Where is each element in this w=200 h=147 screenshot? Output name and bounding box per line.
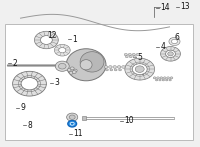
Circle shape: [135, 66, 144, 72]
Circle shape: [161, 47, 180, 61]
Circle shape: [70, 122, 74, 125]
Text: 11: 11: [73, 129, 82, 138]
Circle shape: [114, 69, 117, 71]
Circle shape: [54, 44, 70, 56]
Circle shape: [73, 69, 77, 72]
Text: 12: 12: [47, 31, 57, 40]
Circle shape: [13, 71, 46, 96]
Circle shape: [125, 56, 128, 58]
Ellipse shape: [66, 49, 106, 81]
Circle shape: [113, 66, 116, 68]
Circle shape: [166, 50, 175, 57]
Text: 8: 8: [27, 121, 32, 130]
Circle shape: [43, 38, 50, 42]
Text: 10: 10: [125, 116, 134, 125]
Circle shape: [110, 69, 113, 71]
Circle shape: [129, 56, 132, 58]
Circle shape: [106, 69, 108, 71]
Circle shape: [132, 64, 147, 75]
Circle shape: [125, 58, 155, 80]
Circle shape: [166, 79, 168, 81]
Circle shape: [159, 79, 161, 81]
Bar: [5, 24, 193, 141]
Text: 13: 13: [180, 2, 190, 11]
Circle shape: [67, 113, 78, 121]
Text: 5: 5: [138, 53, 142, 62]
Circle shape: [24, 80, 35, 87]
Circle shape: [128, 53, 131, 56]
Circle shape: [133, 56, 136, 58]
Circle shape: [109, 66, 112, 68]
Text: 4: 4: [160, 42, 165, 51]
Circle shape: [70, 67, 74, 70]
Circle shape: [68, 121, 77, 127]
Circle shape: [59, 48, 66, 53]
Text: 7: 7: [141, 67, 145, 77]
Circle shape: [34, 31, 58, 49]
Circle shape: [155, 79, 158, 81]
Text: 9: 9: [20, 103, 25, 112]
Circle shape: [168, 52, 173, 56]
Circle shape: [157, 77, 159, 79]
Circle shape: [124, 53, 127, 56]
Ellipse shape: [80, 52, 104, 72]
Circle shape: [67, 68, 71, 71]
Text: 2: 2: [12, 59, 17, 68]
Text: 1: 1: [72, 35, 77, 44]
Ellipse shape: [80, 60, 92, 70]
Circle shape: [104, 66, 108, 68]
Circle shape: [21, 77, 38, 90]
Circle shape: [170, 77, 173, 79]
Circle shape: [69, 115, 75, 119]
Circle shape: [132, 53, 135, 56]
Text: 14: 14: [160, 4, 170, 12]
Circle shape: [119, 69, 121, 71]
Circle shape: [172, 39, 177, 44]
Circle shape: [162, 79, 165, 81]
Circle shape: [122, 66, 125, 68]
Circle shape: [153, 77, 156, 79]
Circle shape: [69, 71, 73, 74]
Circle shape: [72, 71, 76, 74]
Circle shape: [169, 37, 180, 46]
Circle shape: [117, 66, 121, 68]
Circle shape: [136, 53, 139, 56]
Circle shape: [167, 77, 170, 79]
Circle shape: [160, 77, 163, 79]
Text: 3: 3: [54, 78, 59, 87]
Circle shape: [55, 61, 69, 71]
Circle shape: [40, 36, 52, 44]
Circle shape: [169, 79, 171, 81]
Circle shape: [163, 77, 166, 79]
Circle shape: [58, 63, 66, 69]
Bar: [82, 116, 86, 120]
Text: 6: 6: [174, 33, 179, 42]
